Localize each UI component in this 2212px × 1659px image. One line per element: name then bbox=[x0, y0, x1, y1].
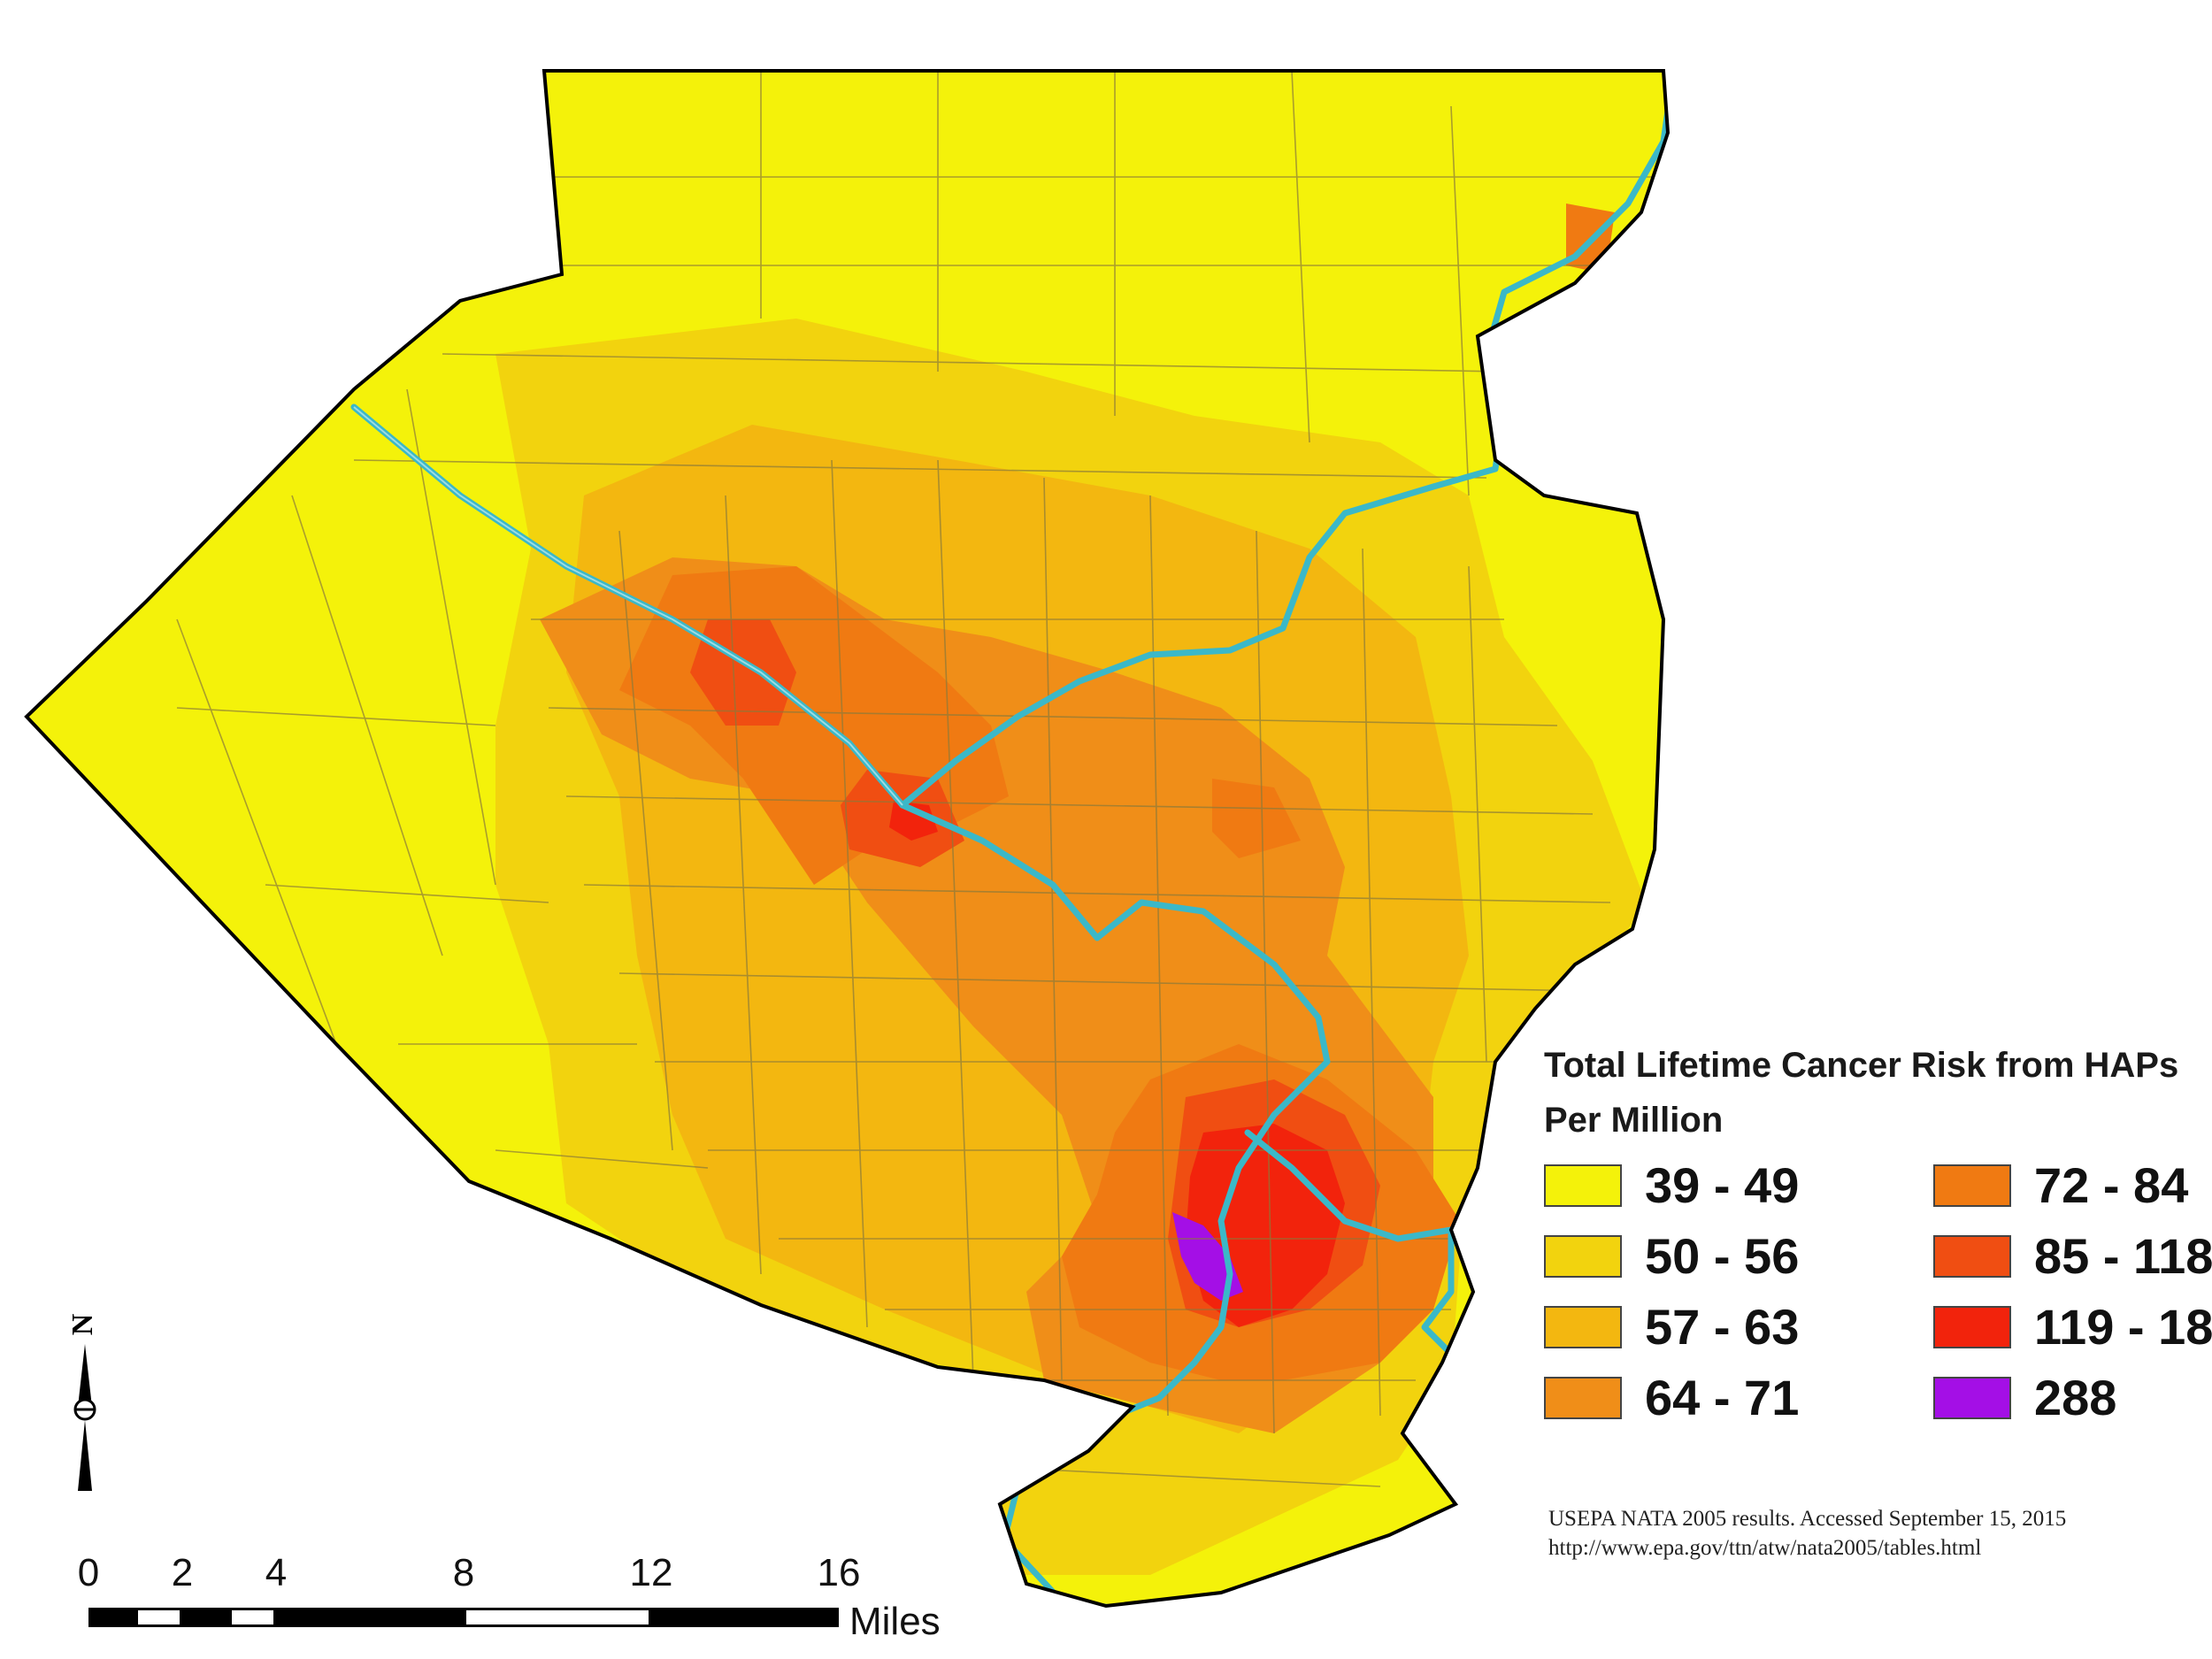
scale-tick-label: 2 bbox=[171, 1551, 194, 1594]
legend-item: 64 - 71 bbox=[1544, 1373, 1933, 1423]
zone-72-84 bbox=[1212, 779, 1301, 858]
scale-tick-label: 4 bbox=[265, 1551, 288, 1594]
legend-swatch bbox=[1544, 1377, 1622, 1419]
legend-label: 72 - 84 bbox=[2034, 1157, 2189, 1213]
legend-swatch bbox=[1933, 1306, 2011, 1348]
legend-swatch bbox=[1544, 1164, 1622, 1207]
legend-swatch bbox=[1933, 1235, 2011, 1278]
north-label: N bbox=[66, 1313, 99, 1335]
legend: Total Lifetime Cancer Risk from HAPs Per… bbox=[1544, 1044, 2212, 1423]
legend-items: 39 - 49 72 - 84 50 - 56 85 - 118 57 - 63 119 … bbox=[1544, 1161, 2212, 1423]
legend-label: 119 - 184 bbox=[2034, 1299, 2212, 1355]
legend-swatch bbox=[1933, 1164, 2011, 1207]
legend-label: 64 - 71 bbox=[1645, 1370, 1800, 1425]
north-arrow-icon bbox=[78, 1344, 92, 1407]
scale-segment bbox=[88, 1608, 135, 1627]
legend-item: 288 bbox=[1933, 1373, 2199, 1423]
source-note: USEPA NATA 2005 results. Accessed Septem… bbox=[1548, 1504, 2066, 1563]
legend-label: 85 - 118 bbox=[2034, 1228, 2212, 1284]
scale-segment bbox=[464, 1608, 651, 1627]
zone-288 bbox=[1172, 1212, 1243, 1301]
scale-segment bbox=[229, 1608, 276, 1627]
scale-segment bbox=[135, 1608, 182, 1627]
scale-tick-label: 12 bbox=[629, 1551, 673, 1594]
scale-segment bbox=[651, 1608, 839, 1627]
scale-segment bbox=[276, 1608, 464, 1627]
legend-label: 50 - 56 bbox=[1645, 1228, 1800, 1284]
legend-item: 119 - 184 bbox=[1933, 1302, 2212, 1352]
scale-tick-label: 8 bbox=[452, 1551, 475, 1594]
scale-tick-label: 0 bbox=[77, 1551, 100, 1594]
legend-item: 57 - 63 bbox=[1544, 1302, 1933, 1352]
legend-item: 85 - 118 bbox=[1933, 1232, 2212, 1281]
scale-units: Miles bbox=[849, 1600, 941, 1643]
legend-item: 50 - 56 bbox=[1544, 1232, 1933, 1281]
scale-tick-label: 16 bbox=[817, 1551, 861, 1594]
legend-item: 72 - 84 bbox=[1933, 1161, 2199, 1210]
legend-label: 57 - 63 bbox=[1645, 1299, 1800, 1355]
legend-subtitle: Per Million bbox=[1544, 1101, 1724, 1140]
legend-label: 288 bbox=[2034, 1370, 2117, 1425]
legend-item: 39 - 49 bbox=[1544, 1161, 1933, 1210]
source-line-2: http://www.epa.gov/ttn/atw/nata2005/tabl… bbox=[1548, 1536, 1982, 1560]
scale-bar: 0 2 4 8 12 16 Miles bbox=[71, 1553, 991, 1650]
legend-swatch bbox=[1933, 1377, 2011, 1419]
youghiogheny-river bbox=[1244, 1129, 1455, 1357]
legend-label: 39 - 49 bbox=[1645, 1157, 1800, 1213]
scale-segment bbox=[182, 1608, 229, 1627]
source-line-1: USEPA NATA 2005 results. Accessed Septem… bbox=[1548, 1507, 2067, 1531]
legend-title: Total Lifetime Cancer Risk from HAPs bbox=[1544, 1046, 2179, 1085]
north-arrow: N bbox=[58, 1305, 111, 1495]
zone-119-184 bbox=[889, 801, 938, 841]
county-boundary bbox=[24, 69, 1671, 1609]
allegheny-river bbox=[899, 76, 1668, 809]
tract-boundaries bbox=[176, 71, 1663, 1487]
legend-swatch bbox=[1544, 1235, 1622, 1278]
legend-swatch bbox=[1544, 1306, 1622, 1348]
